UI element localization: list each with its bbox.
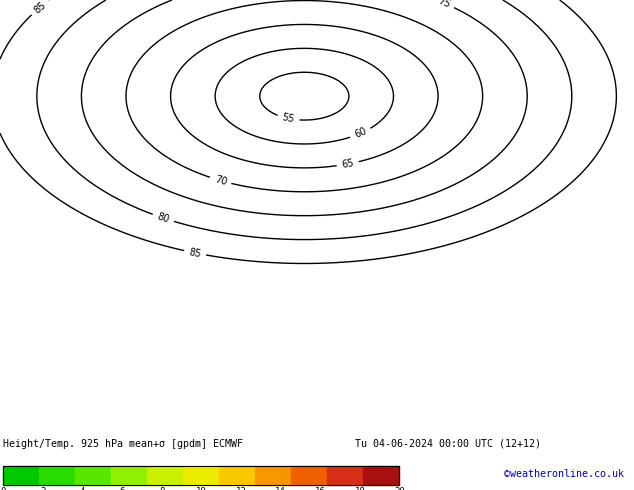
Text: Tu 04-06-2024 00:00 UTC (12+12): Tu 04-06-2024 00:00 UTC (12+12) [355, 439, 541, 449]
Text: 70: 70 [213, 174, 228, 187]
Bar [256, 466, 292, 485]
Text: 8: 8 [159, 487, 164, 490]
Text: 16: 16 [315, 487, 325, 490]
Text: 0: 0 [1, 487, 6, 490]
Bar [363, 466, 399, 485]
Bar [183, 466, 219, 485]
Text: Height/Temp. 925 hPa mean+σ [gpdm] ECMWF: Height/Temp. 925 hPa mean+σ [gpdm] ECMWF [3, 439, 243, 449]
Text: 55: 55 [281, 112, 295, 124]
Text: 14: 14 [275, 487, 286, 490]
Bar [3, 466, 39, 485]
Text: 12: 12 [236, 487, 246, 490]
Text: 85: 85 [32, 0, 48, 15]
Text: 2: 2 [40, 487, 46, 490]
Bar [327, 466, 363, 485]
Text: 6: 6 [119, 487, 125, 490]
Text: 18: 18 [354, 487, 365, 490]
Bar [147, 466, 183, 485]
Text: 20: 20 [394, 487, 404, 490]
Text: ©weatheronline.co.uk: ©weatheronline.co.uk [505, 469, 624, 479]
Bar [75, 466, 111, 485]
Text: 4: 4 [80, 487, 85, 490]
Bar [3, 466, 399, 485]
Text: 85: 85 [188, 247, 202, 259]
Bar [39, 466, 75, 485]
Text: 65: 65 [340, 158, 355, 170]
Bar [219, 466, 256, 485]
Text: 80: 80 [156, 211, 171, 225]
Text: 10: 10 [196, 487, 207, 490]
Bar [292, 466, 327, 485]
Bar [111, 466, 147, 485]
Text: 75: 75 [436, 0, 451, 10]
Text: 60: 60 [353, 126, 368, 140]
